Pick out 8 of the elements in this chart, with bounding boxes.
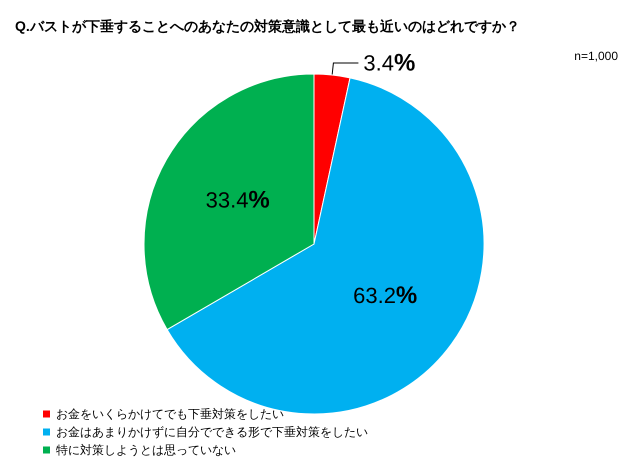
chart-title: Q.バストが下垂することへのあなたの対策意識として最も近いのはどれですか？ — [15, 18, 520, 34]
legend-label: お金はあまりかけずに自分でできる形で下垂対策をしたい — [56, 425, 368, 439]
legend-label: お金をいくらかけてでも下垂対策をしたい — [56, 407, 284, 421]
data-label: 3.4% — [363, 50, 416, 77]
data-label: 33.4% — [206, 186, 270, 214]
data-label: 63.2% — [353, 282, 418, 310]
text: n=1,000 — [574, 49, 618, 63]
legend-label: 特に対策しようとは思っていない — [56, 443, 236, 457]
